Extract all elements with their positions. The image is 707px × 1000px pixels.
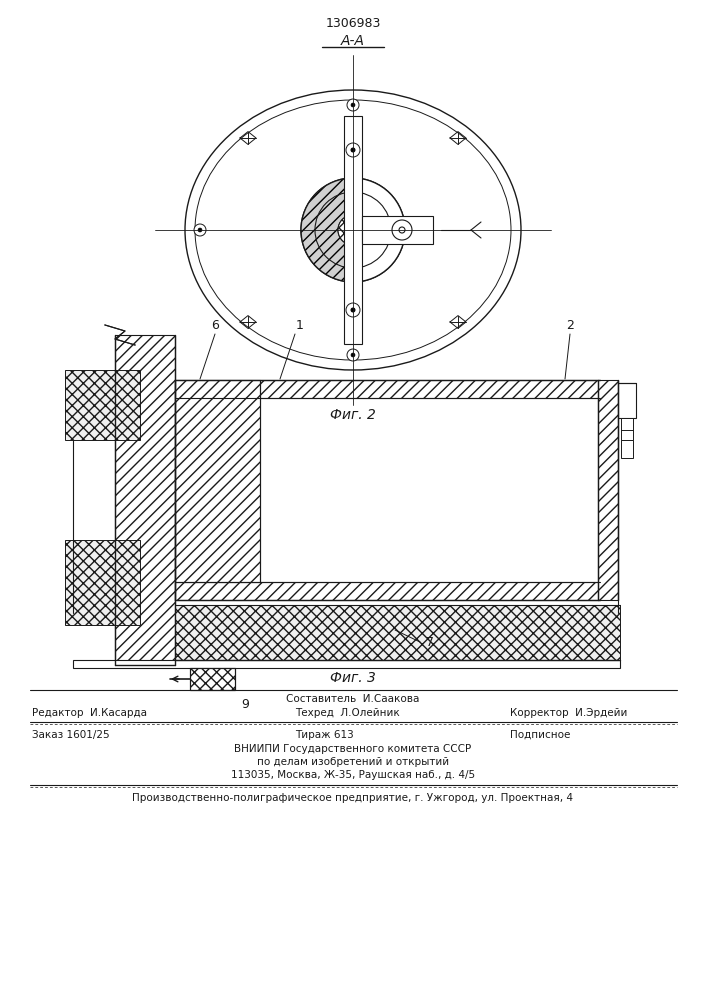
Circle shape bbox=[351, 353, 355, 357]
Text: 1306983: 1306983 bbox=[325, 17, 380, 30]
Text: 6: 6 bbox=[211, 319, 219, 332]
Circle shape bbox=[346, 143, 360, 157]
Circle shape bbox=[351, 103, 355, 107]
Text: ВНИИПИ Государственного комитета СССР: ВНИИПИ Государственного комитета СССР bbox=[235, 744, 472, 754]
Bar bbox=[598, 380, 618, 600]
Bar bbox=[65, 540, 140, 625]
Text: Редактор  И.Касарда: Редактор И.Касарда bbox=[32, 708, 147, 718]
Text: Тираж 613: Тираж 613 bbox=[295, 730, 354, 740]
Text: Заказ 1601/25: Заказ 1601/25 bbox=[32, 730, 110, 740]
Circle shape bbox=[347, 99, 359, 111]
Text: Корректор  И.Эрдейи: Корректор И.Эрдейи bbox=[510, 708, 627, 718]
Bar bbox=[362, 216, 433, 244]
Text: Подписное: Подписное bbox=[510, 730, 571, 740]
Text: Составитель  И.Саакова: Составитель И.Саакова bbox=[286, 694, 420, 704]
Bar bbox=[190, 668, 235, 690]
Text: 9: 9 bbox=[241, 698, 249, 711]
Circle shape bbox=[347, 349, 359, 361]
Circle shape bbox=[315, 192, 391, 268]
Bar bbox=[115, 335, 175, 665]
Circle shape bbox=[346, 303, 360, 317]
Circle shape bbox=[338, 215, 368, 245]
Ellipse shape bbox=[195, 100, 511, 360]
Bar bbox=[175, 380, 260, 582]
Text: Фиг. 3: Фиг. 3 bbox=[330, 671, 376, 685]
Ellipse shape bbox=[185, 90, 521, 370]
Text: А-А: А-А bbox=[341, 34, 365, 48]
Bar bbox=[344, 116, 362, 344]
Bar bbox=[618, 383, 636, 418]
Circle shape bbox=[338, 215, 368, 245]
Bar bbox=[190, 668, 235, 690]
Circle shape bbox=[194, 224, 206, 236]
Bar bbox=[621, 440, 633, 458]
Circle shape bbox=[198, 228, 201, 232]
Text: Производственно-полиграфическое предприятие, г. Ужгород, ул. Проектная, 4: Производственно-полиграфическое предприя… bbox=[132, 793, 573, 803]
Bar bbox=[73, 660, 620, 668]
Bar bbox=[175, 582, 600, 600]
Circle shape bbox=[351, 308, 355, 312]
Circle shape bbox=[351, 148, 355, 152]
Text: Фиг. 2: Фиг. 2 bbox=[330, 408, 376, 422]
Text: Техред  Л.Олейник: Техред Л.Олейник bbox=[295, 708, 399, 718]
Wedge shape bbox=[301, 178, 353, 282]
Bar bbox=[175, 380, 600, 398]
Bar bbox=[621, 418, 633, 440]
Bar bbox=[65, 370, 140, 440]
Wedge shape bbox=[353, 178, 405, 282]
Circle shape bbox=[351, 228, 355, 232]
Circle shape bbox=[350, 227, 356, 233]
Circle shape bbox=[399, 227, 405, 233]
Text: 1: 1 bbox=[296, 319, 304, 332]
Text: 113035, Москва, Ж-35, Раушская наб., д. 4/5: 113035, Москва, Ж-35, Раушская наб., д. … bbox=[231, 770, 475, 780]
Text: по делам изобретений и открытий: по делам изобретений и открытий bbox=[257, 757, 449, 767]
Bar bbox=[175, 605, 620, 660]
Text: 7: 7 bbox=[426, 636, 434, 648]
Text: 2: 2 bbox=[566, 319, 574, 332]
Circle shape bbox=[301, 178, 405, 282]
Circle shape bbox=[392, 220, 412, 240]
